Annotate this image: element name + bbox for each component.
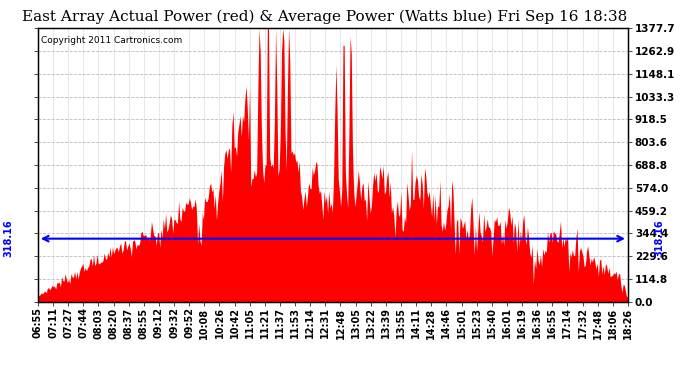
Text: Copyright 2011 Cartronics.com: Copyright 2011 Cartronics.com (41, 36, 182, 45)
Text: East Array Actual Power (red) & Average Power (Watts blue) Fri Sep 16 18:38: East Array Actual Power (red) & Average … (21, 9, 627, 24)
Text: 318.16: 318.16 (654, 220, 664, 258)
Text: 318.16: 318.16 (3, 220, 13, 258)
